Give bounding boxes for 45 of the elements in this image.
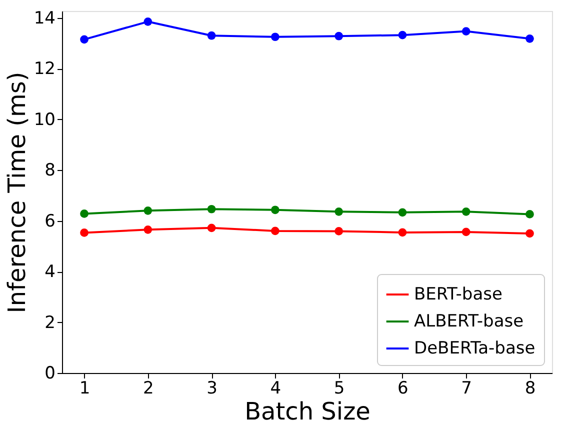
point bbox=[526, 210, 534, 218]
point bbox=[207, 204, 216, 214]
y-tick-label: 8 bbox=[44, 160, 56, 181]
y-tick-label: 0 bbox=[44, 364, 56, 384]
point bbox=[144, 17, 152, 26]
y-axis-title: Inference Time (ms) bbox=[2, 72, 31, 314]
x-tick-label: 4 bbox=[270, 378, 282, 398]
x-tick-label: 3 bbox=[206, 378, 218, 398]
point bbox=[334, 32, 343, 40]
point bbox=[398, 208, 407, 217]
point bbox=[144, 225, 152, 234]
point bbox=[526, 229, 534, 238]
point bbox=[398, 30, 407, 40]
point bbox=[271, 206, 280, 214]
point bbox=[462, 228, 470, 236]
point bbox=[271, 32, 280, 42]
x-tick-label: 6 bbox=[398, 378, 408, 398]
x-tick-label: 5 bbox=[334, 378, 345, 398]
point bbox=[398, 228, 407, 237]
point bbox=[80, 35, 88, 44]
point bbox=[271, 226, 280, 236]
y-tick-label: 4 bbox=[44, 262, 56, 282]
point bbox=[80, 210, 88, 218]
point bbox=[462, 27, 470, 36]
x-axis-title: Batch Size bbox=[244, 398, 370, 426]
point bbox=[144, 206, 152, 215]
point bbox=[207, 224, 216, 232]
point bbox=[80, 228, 88, 237]
y-tick-label: 14 bbox=[34, 8, 56, 28]
point bbox=[526, 34, 534, 43]
x-tick-label: 7 bbox=[461, 378, 472, 398]
legend-label: DeBERTa-base bbox=[414, 338, 536, 358]
point bbox=[334, 227, 343, 236]
y-tick-label: 2 bbox=[44, 312, 56, 333]
point bbox=[334, 207, 343, 216]
y-tick-label: 6 bbox=[44, 211, 56, 232]
legend-label: BERT-base bbox=[414, 284, 502, 304]
x-tick-label: 2 bbox=[142, 378, 154, 398]
x-tick-label: 1 bbox=[79, 378, 90, 398]
point bbox=[207, 31, 216, 40]
y-tick-label: 12 bbox=[34, 59, 56, 80]
legend-label: ALBERT-base bbox=[414, 312, 524, 332]
point bbox=[462, 207, 470, 216]
x-tick-label: 8 bbox=[524, 378, 536, 398]
y-tick-label: 10 bbox=[34, 110, 56, 130]
